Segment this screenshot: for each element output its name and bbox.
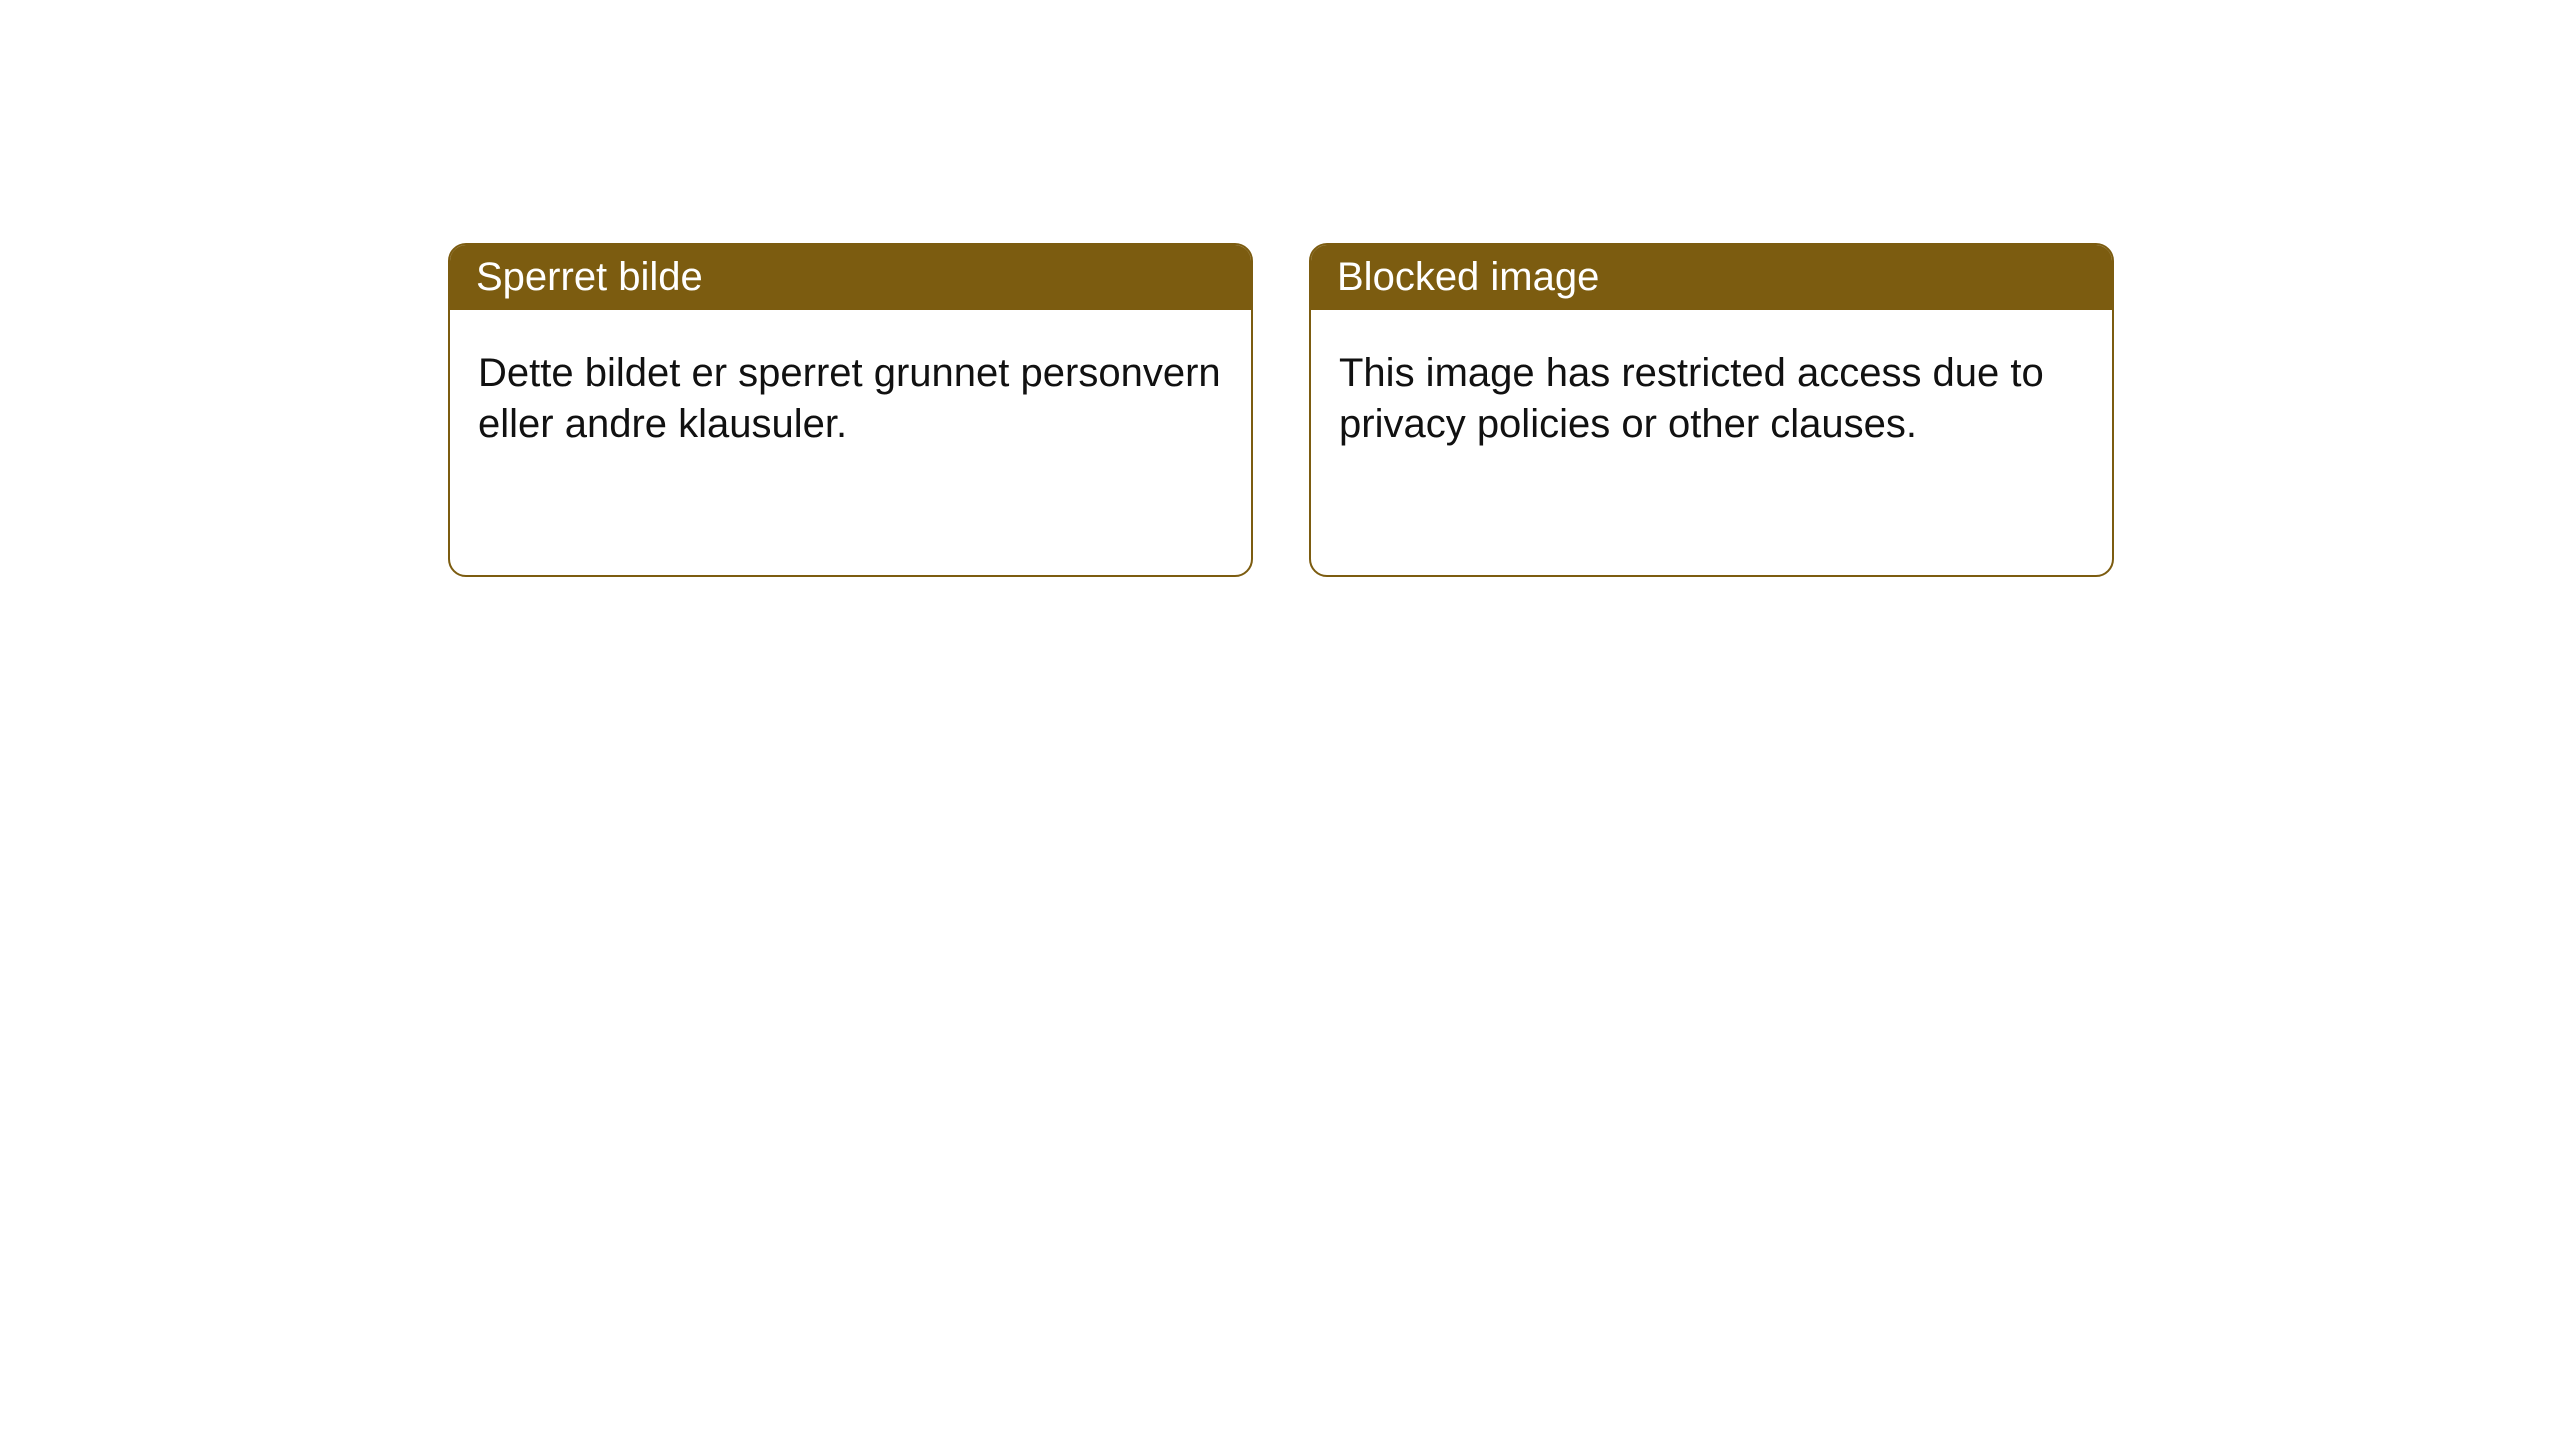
card-body: This image has restricted access due to … xyxy=(1311,310,2112,488)
card-body-text: This image has restricted access due to … xyxy=(1339,351,2044,446)
blocked-image-card-english: Blocked image This image has restricted … xyxy=(1309,243,2114,577)
card-header: Blocked image xyxy=(1311,245,2112,310)
blocked-image-card-norwegian: Sperret bilde Dette bildet er sperret gr… xyxy=(448,243,1253,577)
card-body-text: Dette bildet er sperret grunnet personve… xyxy=(478,351,1221,446)
card-title: Blocked image xyxy=(1337,255,1599,299)
notice-container: Sperret bilde Dette bildet er sperret gr… xyxy=(0,0,2560,577)
card-body: Dette bildet er sperret grunnet personve… xyxy=(450,310,1251,488)
card-title: Sperret bilde xyxy=(476,255,703,299)
card-header: Sperret bilde xyxy=(450,245,1251,310)
